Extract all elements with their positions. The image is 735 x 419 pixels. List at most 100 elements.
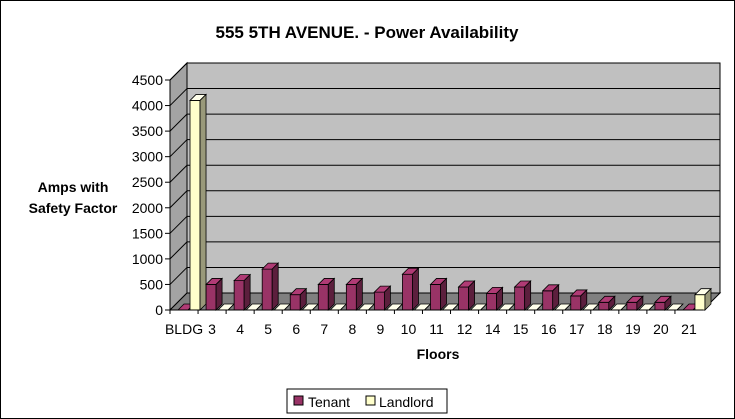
legend-label-landlord: Landlord (379, 394, 434, 410)
bar-front (345, 284, 357, 311)
bar-front (233, 280, 245, 311)
x-tick-label: 14 (485, 321, 501, 337)
gridline-side (169, 62, 188, 81)
bar-side (704, 287, 712, 311)
bar-front (261, 268, 273, 311)
bar-side (524, 280, 532, 311)
x-tick-label: 18 (597, 321, 613, 337)
bar-side (299, 287, 307, 311)
y-axis-label-line-2: Safety Factor (29, 200, 118, 216)
x-tick-label: 7 (320, 321, 328, 337)
bar-front (402, 273, 413, 311)
gridline-side (169, 113, 188, 132)
bar-tenant-7 (317, 277, 336, 311)
bar-front (373, 291, 385, 311)
bar-tenant-15 (513, 280, 532, 311)
y-tick-label: 1000 (132, 251, 163, 267)
bar-tenant-9 (373, 285, 392, 311)
bar-tenant-12 (457, 280, 476, 311)
bar-side (243, 273, 251, 311)
bar-side (355, 277, 363, 311)
x-tick-label: BLDG (165, 321, 203, 337)
bar-front (514, 286, 526, 311)
x-tick-label: 10 (401, 321, 417, 337)
legend-label-tenant: Tenant (308, 394, 350, 410)
y-tick-label: 4500 (132, 72, 163, 88)
plot-side-wall (169, 61, 188, 312)
bar-side (580, 288, 588, 311)
x-tick-label: 19 (625, 321, 641, 337)
bar-side (271, 262, 279, 311)
bar-front (189, 100, 201, 311)
x-tick-label: 15 (513, 321, 529, 337)
bar-landlord-21 (694, 287, 712, 311)
y-axis-label-line-1: Amps with (38, 179, 109, 195)
x-tick-label: 20 (653, 321, 669, 337)
gridlines (169, 62, 720, 285)
chart-title: 555 5TH AVENUE. - Power Availability (216, 23, 519, 42)
gridline-side (169, 139, 188, 158)
bar-tenant-3 (205, 277, 224, 311)
gridline-side (169, 267, 188, 285)
x-axis-ticks: BLDG 3 4 5 6 7 8 9 10 11 12 14 15 16 17 18 19 20 21 (165, 309, 703, 337)
legend-swatch-landlord (365, 395, 376, 406)
bar-side (676, 303, 684, 311)
bars (177, 93, 712, 311)
x-tick-label: 12 (457, 321, 473, 337)
bar-side (440, 277, 447, 311)
x-tick-label: 11 (429, 321, 444, 337)
y-tick-label: 2500 (132, 174, 163, 190)
bar-side (636, 295, 644, 311)
y-tick-label: 3000 (132, 149, 163, 165)
bar-side (412, 267, 419, 311)
bar-front (458, 286, 469, 311)
bar-tenant-10 (401, 267, 420, 311)
bar-tenant-20 (653, 295, 672, 311)
y-axis-ticks: 0 500 1000 1500 2000 2500 3000 3500 4000 4500 (132, 72, 171, 318)
x-tick-label: 17 (569, 321, 585, 337)
bar-tenant-8 (345, 277, 364, 311)
x-tick-label: 9 (376, 321, 384, 337)
bar-side (383, 285, 391, 311)
plot-back-wall (186, 62, 721, 294)
bar-tenant-4 (233, 273, 252, 311)
bar-front (598, 301, 610, 311)
bar-side (327, 277, 335, 311)
gridline-side (169, 88, 188, 106)
x-tick-label: 16 (541, 321, 557, 337)
bar-front (694, 294, 706, 311)
x-axis-label: Floors (417, 346, 460, 362)
bar-front (542, 290, 554, 311)
bar-side (664, 295, 672, 311)
gridline-side (169, 190, 188, 209)
legend-swatch-tenant (293, 395, 304, 406)
y-tick-label: 1500 (132, 225, 163, 241)
gridline-side (169, 164, 188, 183)
bar-front (486, 292, 498, 311)
bar-front (205, 284, 217, 311)
bar-tenant-6 (289, 287, 308, 311)
bar-front (317, 284, 329, 311)
gridline-side (169, 241, 188, 260)
gridline-side (169, 215, 188, 234)
bar-landlord-bldg (189, 93, 207, 311)
y-tick-label: 0 (155, 302, 163, 318)
x-tick-label: 3 (208, 321, 216, 337)
bar-front (289, 294, 301, 311)
y-tick-label: 500 (140, 276, 164, 292)
bar-tenant-14 (485, 286, 504, 311)
bar-front (626, 301, 638, 311)
x-tick-label: 4 (236, 321, 244, 337)
x-tick-label: 8 (348, 321, 356, 337)
bar-side (468, 280, 475, 311)
y-tick-label: 3500 (132, 123, 163, 139)
x-tick-label: 6 (292, 321, 300, 337)
y-tick-label: 4000 (132, 98, 163, 114)
bar-side (496, 286, 504, 311)
bar-tenant-5 (261, 262, 280, 311)
bar-side (199, 93, 207, 311)
bar-tenant-11 (429, 277, 448, 311)
y-tick-label: 2000 (132, 200, 163, 216)
x-tick-label: 21 (681, 321, 697, 337)
